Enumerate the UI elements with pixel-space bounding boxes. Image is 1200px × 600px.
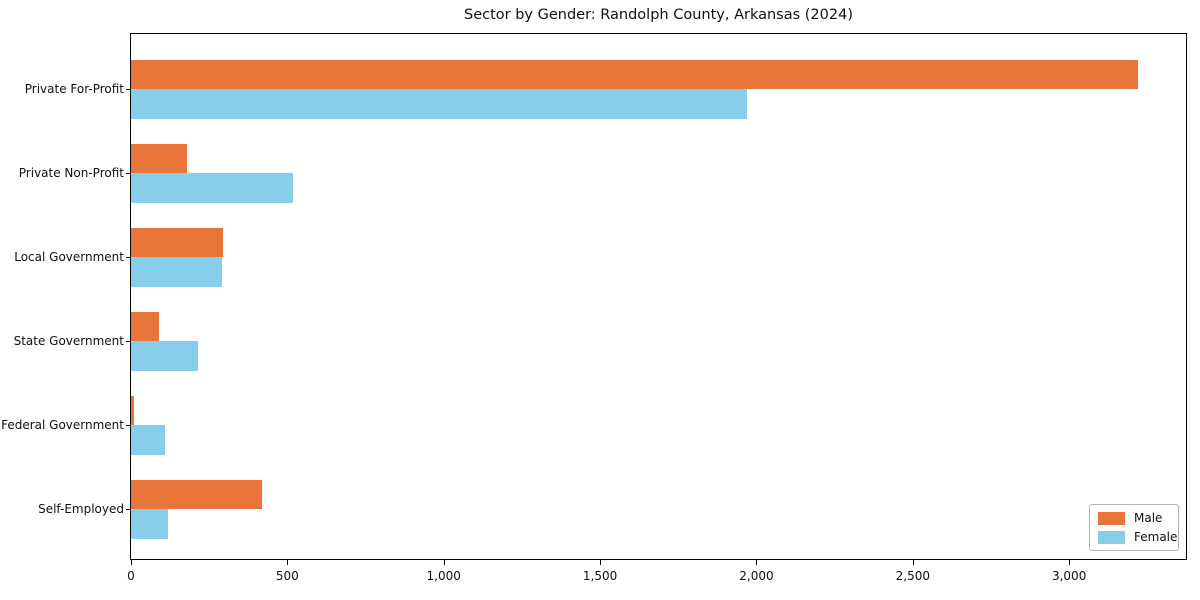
y-tick-self-employed xyxy=(126,509,131,510)
y-tick-label-federal-government: Federal Government xyxy=(1,418,124,432)
x-tick-label-1000: 1,000 xyxy=(426,569,461,583)
chart-title: Sector by Gender: Randolph County, Arkan… xyxy=(463,7,853,23)
x-tick-500 xyxy=(287,560,289,565)
male-color-swatch xyxy=(1098,511,1125,525)
x-tick-0 xyxy=(131,560,132,565)
y-tick-state-government xyxy=(126,341,131,342)
legend-label-male: Male xyxy=(1134,511,1163,525)
y-tick-private-non-profit xyxy=(126,173,131,174)
y-tick-label-self-employed: Self-Employed xyxy=(38,502,124,516)
bar-local-government-female xyxy=(131,257,223,287)
legend: Male Female xyxy=(1089,504,1179,551)
bar-private-non-profit-male xyxy=(131,143,188,173)
bar-self-employed-male xyxy=(131,479,263,509)
bar-private-for-profit-male xyxy=(131,59,1138,89)
x-tick-label-1500: 1,500 xyxy=(582,569,618,583)
y-tick-label-private-for-profit: Private For-Profit xyxy=(24,82,124,96)
x-tick-label-2000: 2,000 xyxy=(739,569,774,583)
bar-federal-government-female xyxy=(131,425,166,455)
legend-item-female: Female xyxy=(1098,530,1177,544)
female-color-swatch xyxy=(1098,530,1125,544)
x-tick-2500 xyxy=(912,560,914,565)
x-tick-2000 xyxy=(756,560,758,565)
x-tick-1500 xyxy=(600,560,602,565)
x-tick-1000 xyxy=(443,560,445,565)
bar-local-government-male xyxy=(131,227,223,257)
plot-area: Private For-Profit Private Non-Profit Loca… xyxy=(1,33,1187,583)
y-tick-label-state-government: State Government xyxy=(13,334,124,348)
x-tick-label-0: 0 xyxy=(127,569,135,583)
legend-label-female: Female xyxy=(1134,530,1178,544)
y-tick-local-government xyxy=(126,257,131,258)
bar-federal-government-male xyxy=(131,395,134,425)
x-tick-label-2500: 2,500 xyxy=(895,569,930,583)
bar-state-government-female xyxy=(131,341,199,371)
y-tick-label-private-non-profit: Private Non-Profit xyxy=(18,166,124,180)
x-tick-3000 xyxy=(1069,560,1071,565)
bar-private-non-profit-female xyxy=(131,173,293,203)
y-tick-federal-government xyxy=(126,425,131,426)
bar-state-government-male xyxy=(131,311,160,341)
x-tick-label-500: 500 xyxy=(275,569,299,583)
y-tick-private-for-profit xyxy=(126,89,131,90)
x-tick-label-3000: 3,000 xyxy=(1051,569,1087,583)
legend-item-male: Male xyxy=(1098,511,1170,525)
bar-self-employed-female xyxy=(131,509,168,539)
bar-private-for-profit-female xyxy=(131,89,748,119)
y-tick-label-local-government: Local Government xyxy=(14,250,124,264)
